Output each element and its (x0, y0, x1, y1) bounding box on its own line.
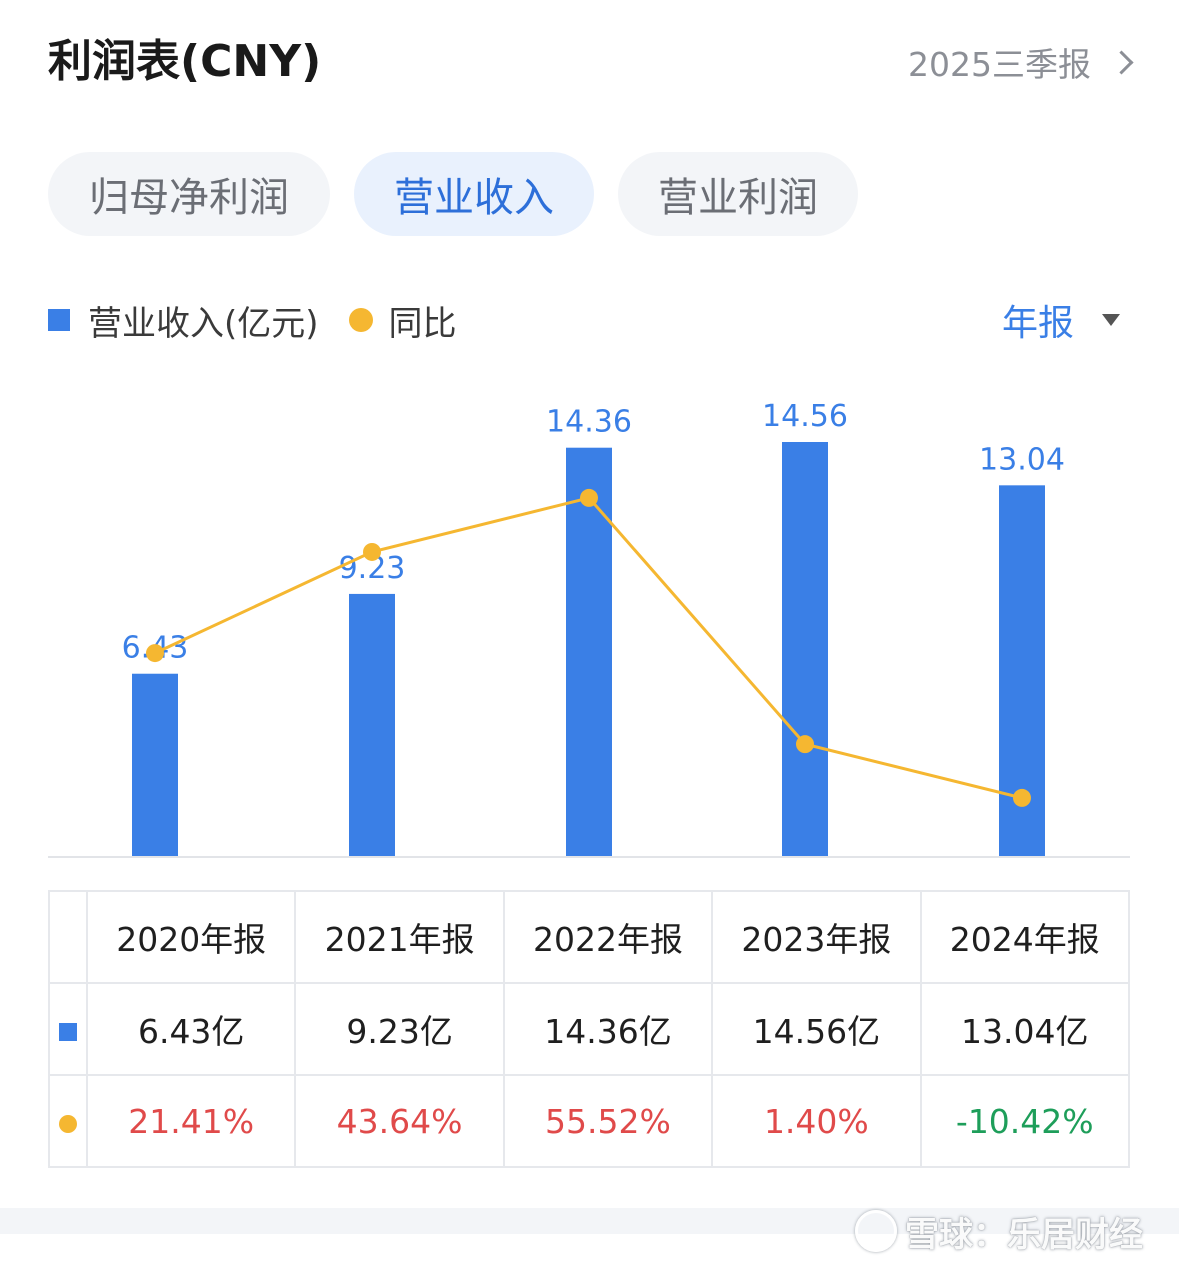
revenue-cell: 6.43亿 (85, 982, 297, 1076)
data-table: 2020年报 2021年报 2022年报 2023年报 2024年报 6.43亿… (48, 890, 1131, 1168)
bar-2021年报[interactable] (349, 593, 395, 857)
bar-2023年报[interactable] (782, 442, 828, 857)
bar-square-icon (59, 1022, 77, 1041)
legend-bar-label: 营业收入(亿元) (88, 303, 319, 344)
table-row-revenue: 6.43亿 9.23亿 14.36亿 14.56亿 13.04亿 (48, 982, 1131, 1076)
report-period-label: 2025三季报 (908, 45, 1091, 84)
bar-value-label: 13.04 (979, 442, 1065, 477)
table-header-cell: 2024年报 (919, 890, 1131, 984)
revenue-cell: 9.23亿 (294, 982, 505, 1076)
watermark: 雪球：乐居财经 (855, 1206, 1143, 1256)
yoy-point-2022年报[interactable] (580, 488, 598, 507)
table-row-yoy: 21.41% 43.64% 55.52% 1.40% -10.42% (48, 1074, 1131, 1168)
report-period-selector[interactable]: 2025三季报 (908, 30, 1138, 94)
table-header-cell: 2021年报 (294, 890, 505, 984)
bar-value-label: 14.36 (546, 405, 632, 440)
table-header-row: 2020年报 2021年报 2022年报 2023年报 2024年报 (48, 890, 1131, 984)
legend-line-swatch (348, 308, 373, 332)
yoy-cell: 21.41% (85, 1074, 297, 1168)
header: 利润表(CNY) 2025三季报 (48, 30, 1138, 94)
legend-bar-swatch (48, 309, 70, 331)
yoy-point-2020年报[interactable] (146, 644, 164, 663)
legend-line-label: 同比 (388, 303, 457, 344)
bar-2020年报[interactable] (132, 673, 178, 857)
dot-icon (59, 1114, 77, 1133)
table-header-cell: 2020年报 (85, 890, 297, 984)
yoy-cell: 43.64% (294, 1074, 505, 1168)
revenue-cell: 13.04亿 (919, 982, 1131, 1076)
period-type-label: 年报 (1001, 303, 1074, 344)
yoy-cell: 1.40% (711, 1074, 922, 1168)
footer-band (0, 1208, 1179, 1234)
yoy-cell: 55.52% (502, 1074, 714, 1168)
caret-down-icon (1102, 314, 1120, 326)
table-corner-cell (48, 890, 88, 984)
yoy-cell: -10.42% (919, 1074, 1131, 1168)
xueqiu-logo-icon (855, 1210, 897, 1252)
tab-operating-profit[interactable]: 营业利润 (618, 152, 858, 236)
metric-tabs: 归母净利润 营业收入 营业利润 (48, 152, 882, 236)
revenue-cell: 14.36亿 (502, 982, 714, 1076)
bar-value-label: 14.56 (762, 399, 848, 434)
revenue-row-marker (48, 982, 88, 1076)
yoy-point-2023年报[interactable] (796, 735, 814, 754)
chart-legend: 营业收入(亿元) 同比 年报 (48, 298, 1128, 344)
revenue-cell: 14.56亿 (711, 982, 922, 1076)
chevron-right-icon (1109, 49, 1134, 75)
yoy-line-series (146, 488, 1031, 807)
period-type-dropdown[interactable]: 年报 (1002, 298, 1128, 344)
yoy-row-marker (48, 1074, 88, 1168)
table-header-cell: 2023年报 (711, 890, 922, 984)
yoy-point-2021年报[interactable] (363, 542, 381, 561)
watermark-text: 雪球：乐居财经 (905, 1214, 1143, 1255)
bar-2022年报[interactable] (566, 447, 612, 857)
tab-net-profit[interactable]: 归母净利润 (48, 152, 330, 236)
table-header-cell: 2022年报 (502, 890, 714, 984)
tab-revenue[interactable]: 营业收入 (354, 152, 594, 236)
page-title: 利润表(CNY) (48, 36, 322, 87)
yoy-point-2024年报[interactable] (1013, 788, 1031, 807)
